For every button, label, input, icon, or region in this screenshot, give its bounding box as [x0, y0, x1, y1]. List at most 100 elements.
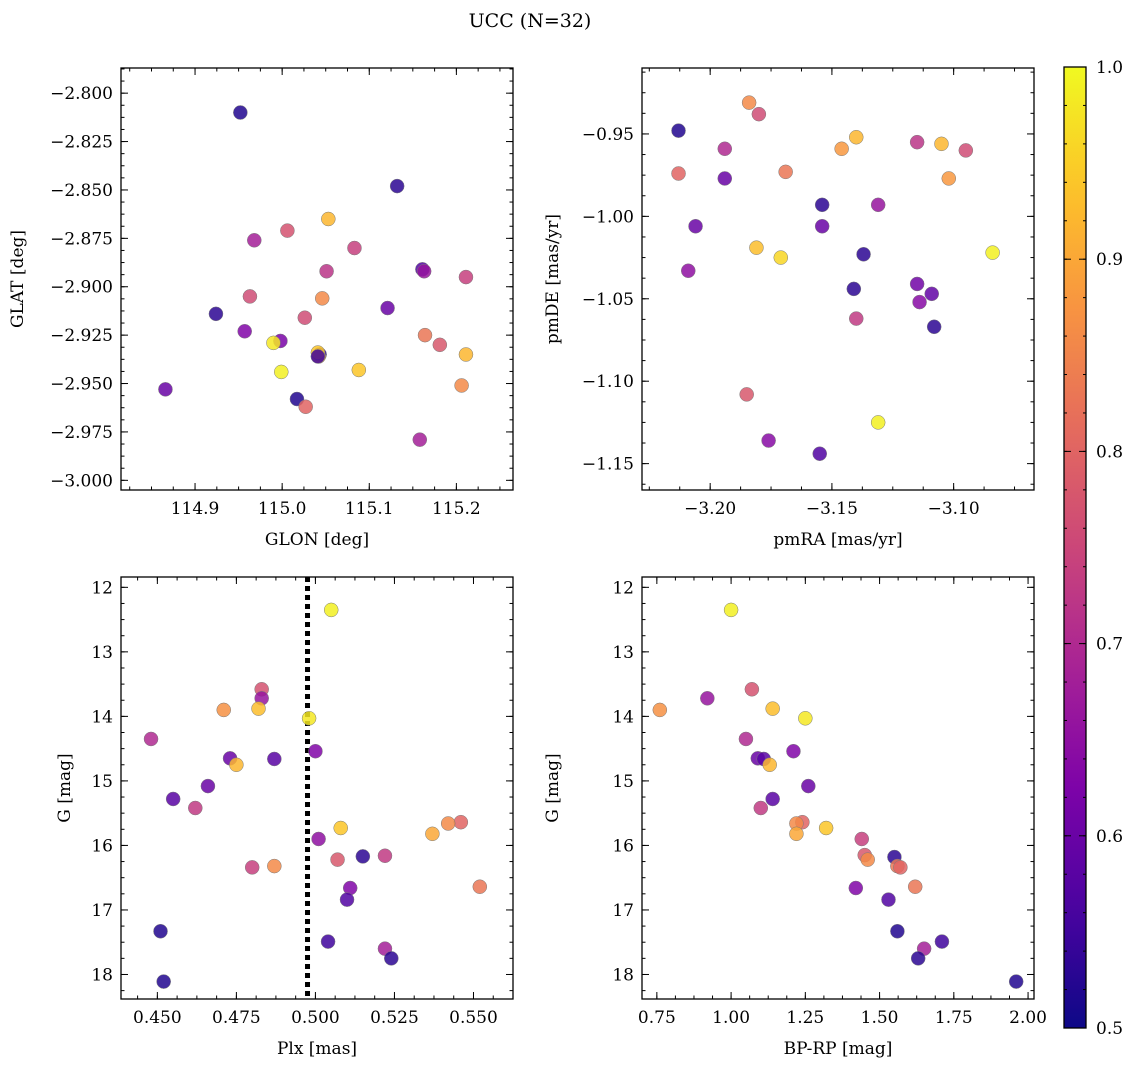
- data-point: [321, 211, 336, 227]
- data-point: [330, 852, 345, 867]
- colorbar-tick-label: 0.6: [1096, 827, 1123, 847]
- data-point: [926, 319, 942, 335]
- data-point: [472, 879, 488, 894]
- data-point: [314, 291, 330, 306]
- data-point: [912, 294, 927, 310]
- data-point: [143, 731, 159, 747]
- data-point: [909, 276, 925, 292]
- data-point: [355, 849, 371, 864]
- y-tick-label: −3.000: [50, 471, 113, 491]
- data-point: [308, 743, 323, 759]
- data-point: [242, 289, 258, 304]
- data-point: [762, 757, 777, 773]
- data-point: [440, 816, 456, 831]
- scatter-panel-4: 0.75 1.00 1.25 1.50 1.75 2.00 12 13 14 15 16 17 18 BP…: [543, 576, 1047, 1059]
- data-point: [738, 731, 754, 747]
- data-point: [818, 820, 834, 836]
- data-point: [773, 250, 789, 265]
- y-tick-label: −2.875: [50, 229, 113, 249]
- data-point: [881, 892, 896, 907]
- data-point: [854, 831, 870, 847]
- data-point: [778, 164, 793, 180]
- y-tick-label: −2.925: [50, 326, 113, 346]
- data-point: [153, 923, 168, 939]
- y-tick-label: −2.950: [50, 375, 113, 395]
- figure-title: UCC (N=32): [469, 10, 592, 32]
- data-point: [200, 778, 216, 794]
- data-point: [237, 324, 252, 339]
- data-point: [298, 399, 313, 415]
- data-point: [347, 240, 362, 256]
- colorbar-frame: [1063, 66, 1087, 1029]
- x-tick-label: 2.00: [1009, 1008, 1047, 1028]
- plot-frame: [641, 576, 1035, 1000]
- y-tick-label: 14: [612, 707, 634, 727]
- data-point: [741, 95, 757, 110]
- data-point: [267, 751, 282, 767]
- x-axis-label: Plx [mas]: [277, 1039, 357, 1059]
- data-point: [934, 136, 949, 152]
- data-point: [417, 327, 433, 343]
- x-tick-label: 114.9: [171, 499, 220, 519]
- data-point: [765, 791, 780, 807]
- data-point: [789, 826, 804, 842]
- data-point: [458, 269, 474, 285]
- data-point: [870, 415, 886, 430]
- data-point: [247, 233, 262, 248]
- data-point: [814, 219, 830, 234]
- axis-ticks: [121, 577, 514, 999]
- data-point: [671, 123, 686, 138]
- points-layer: [671, 95, 1000, 461]
- data-point: [761, 433, 776, 448]
- data-point: [229, 757, 244, 773]
- y-tick-label: 13: [91, 643, 113, 663]
- y-tick-label: 13: [612, 643, 634, 663]
- scatter-panel-2: −3.20 −3.15 −3.10 −0.95 −1.00 −1.05 −1.10 −1.15…: [543, 67, 1035, 550]
- data-point: [846, 281, 862, 297]
- data-point: [924, 286, 939, 302]
- y-tick-label: −1.05: [582, 290, 634, 310]
- data-point: [860, 852, 875, 867]
- y-tick-label: 18: [612, 965, 634, 985]
- x-tick-label: 0.450: [133, 1008, 182, 1028]
- colorbar: 0.5 0.6 0.7 0.8 0.9 1.0: [1063, 58, 1123, 1039]
- x-tick-label: 0.75: [638, 1008, 676, 1028]
- data-point: [165, 791, 181, 807]
- data-point: [274, 364, 289, 380]
- data-point: [412, 432, 428, 447]
- data-point: [749, 240, 764, 255]
- data-point: [700, 691, 715, 706]
- colorbar-tick-label: 0.5: [1096, 1019, 1123, 1039]
- data-point: [751, 106, 767, 122]
- data-point: [339, 892, 355, 907]
- y-axis-label: pmDE [mas/yr]: [543, 214, 563, 344]
- colorbar-tick-label: 1.0: [1096, 58, 1123, 78]
- points-layer: [143, 577, 488, 999]
- data-point: [297, 310, 313, 325]
- data-point: [801, 778, 816, 794]
- x-tick-label: 0.475: [212, 1008, 261, 1028]
- points-layer: [652, 602, 1024, 989]
- data-point: [744, 682, 760, 697]
- y-tick-label: −1.00: [582, 207, 634, 227]
- y-tick-label: −2.825: [50, 133, 113, 153]
- data-point: [389, 178, 405, 194]
- data-point: [156, 974, 171, 989]
- data-point: [753, 800, 769, 816]
- data-point: [320, 934, 336, 949]
- data-point: [717, 171, 733, 186]
- y-tick-label: 18: [91, 965, 113, 985]
- data-point: [681, 263, 696, 279]
- data-point: [814, 197, 830, 213]
- data-point: [958, 143, 974, 158]
- data-point: [688, 219, 703, 234]
- data-point: [453, 814, 469, 830]
- x-tick-label: −3.10: [928, 499, 980, 519]
- y-tick-label: −0.95: [582, 125, 634, 145]
- plot-frame: [641, 67, 1035, 491]
- plot-frame: [120, 576, 514, 1000]
- x-tick-label: 0.500: [291, 1008, 340, 1028]
- data-point: [351, 362, 367, 378]
- data-point: [416, 264, 432, 279]
- x-tick-label: 0.525: [370, 1008, 419, 1028]
